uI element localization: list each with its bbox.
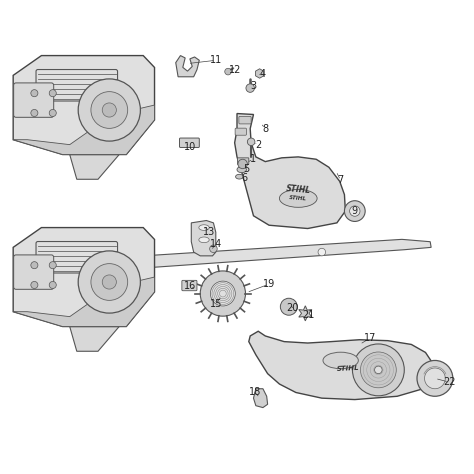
Text: 18: 18	[249, 387, 261, 397]
Polygon shape	[70, 327, 119, 351]
Circle shape	[360, 352, 396, 388]
Text: 12: 12	[228, 65, 241, 75]
Text: 14: 14	[210, 239, 222, 249]
Circle shape	[318, 248, 326, 256]
Text: 17: 17	[364, 333, 376, 343]
Circle shape	[31, 109, 38, 117]
Text: 15: 15	[210, 299, 222, 309]
Text: STIHL: STIHL	[285, 184, 311, 195]
Circle shape	[49, 282, 56, 289]
Circle shape	[78, 79, 140, 141]
Text: 5: 5	[243, 164, 249, 173]
Ellipse shape	[199, 225, 209, 230]
Text: 22: 22	[443, 377, 456, 387]
Text: 13: 13	[202, 228, 215, 237]
Text: 7: 7	[337, 175, 344, 185]
Circle shape	[374, 366, 382, 374]
Circle shape	[78, 251, 140, 313]
Circle shape	[49, 262, 56, 269]
Polygon shape	[13, 105, 155, 155]
Text: 1: 1	[250, 154, 256, 164]
Polygon shape	[299, 306, 312, 321]
Polygon shape	[191, 220, 216, 256]
Polygon shape	[124, 239, 431, 269]
FancyBboxPatch shape	[14, 255, 54, 289]
Polygon shape	[13, 55, 155, 155]
Text: 8: 8	[262, 124, 268, 134]
FancyBboxPatch shape	[180, 138, 199, 147]
Circle shape	[210, 281, 235, 306]
Text: STIHL: STIHL	[289, 195, 307, 201]
Text: 21: 21	[302, 310, 315, 320]
Text: 9: 9	[352, 206, 358, 216]
Circle shape	[102, 275, 117, 289]
Circle shape	[247, 138, 255, 146]
Text: 10: 10	[184, 142, 196, 152]
Polygon shape	[176, 55, 199, 77]
Text: 19: 19	[263, 279, 275, 289]
Ellipse shape	[237, 166, 246, 173]
Ellipse shape	[279, 190, 317, 207]
Ellipse shape	[323, 352, 358, 369]
Text: 11: 11	[210, 55, 222, 65]
Ellipse shape	[199, 237, 209, 243]
Circle shape	[210, 245, 217, 253]
Ellipse shape	[236, 174, 243, 179]
Circle shape	[91, 264, 128, 301]
Circle shape	[225, 68, 231, 75]
Circle shape	[49, 90, 56, 97]
FancyBboxPatch shape	[182, 280, 197, 291]
Circle shape	[345, 201, 365, 221]
Circle shape	[31, 282, 38, 289]
FancyBboxPatch shape	[14, 83, 54, 117]
Circle shape	[350, 206, 360, 216]
Text: STIHL: STIHL	[336, 365, 359, 372]
Polygon shape	[13, 277, 155, 327]
Circle shape	[31, 90, 38, 97]
Circle shape	[200, 271, 246, 316]
Circle shape	[91, 91, 128, 128]
Circle shape	[102, 103, 117, 117]
Text: 20: 20	[286, 303, 299, 313]
Text: 2: 2	[255, 140, 261, 150]
Circle shape	[280, 298, 297, 315]
Circle shape	[238, 159, 247, 169]
FancyBboxPatch shape	[237, 158, 249, 164]
FancyBboxPatch shape	[239, 117, 251, 124]
Text: 3: 3	[250, 81, 256, 91]
Text: 16: 16	[184, 282, 196, 292]
Polygon shape	[249, 331, 435, 400]
Polygon shape	[235, 114, 346, 228]
Text: 6: 6	[241, 173, 247, 183]
Circle shape	[31, 262, 38, 269]
FancyBboxPatch shape	[235, 128, 246, 135]
Text: 4: 4	[260, 69, 266, 80]
Circle shape	[353, 344, 404, 396]
Circle shape	[425, 368, 445, 389]
Polygon shape	[254, 389, 268, 408]
Circle shape	[417, 360, 453, 396]
Polygon shape	[13, 228, 155, 327]
Circle shape	[49, 109, 56, 117]
Circle shape	[246, 84, 255, 92]
Polygon shape	[70, 155, 119, 179]
